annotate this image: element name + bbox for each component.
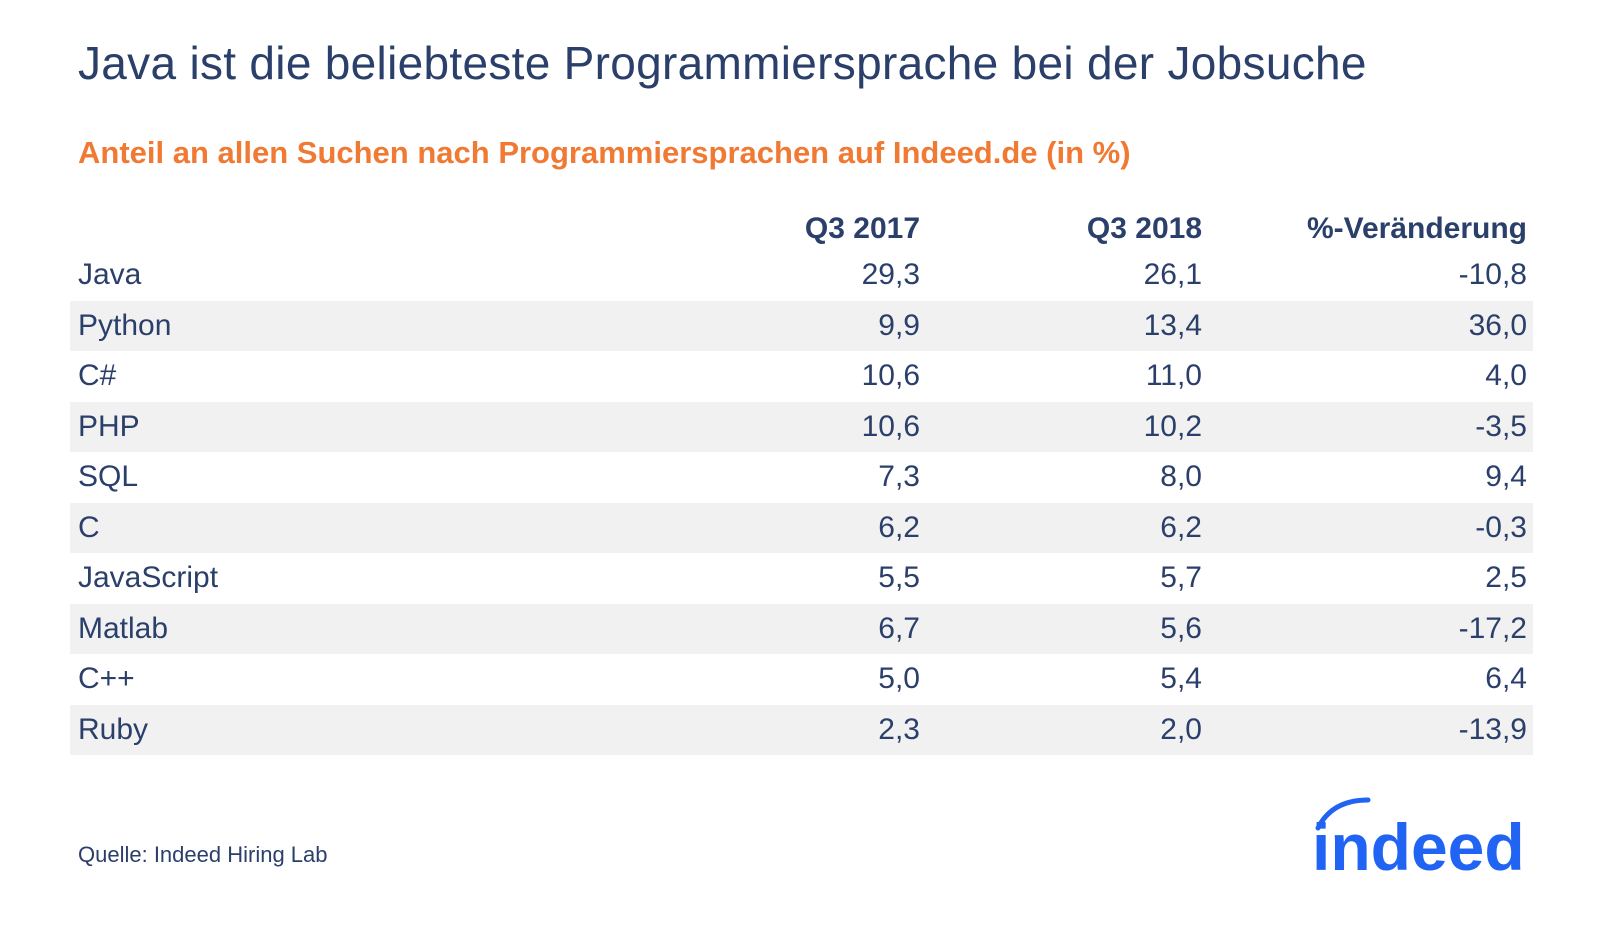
chart-subtitle: Anteil an allen Suchen nach Programmiers… [78, 135, 1131, 170]
row-q3-2017: 29,3 [861, 258, 920, 291]
row-q3-2018: 10,2 [1143, 409, 1202, 443]
row-q3-2017: 9,9 [878, 308, 920, 342]
row-q3-2017: 10,6 [861, 359, 920, 392]
row-q3-2017: 7,3 [878, 460, 920, 493]
row-language: C++ [78, 662, 135, 695]
header-change: %-Veränderung [1306, 212, 1527, 245]
row-change: 6,4 [1485, 662, 1527, 695]
row-q3-2017: 5,5 [878, 561, 920, 594]
row-language: Java [78, 258, 142, 291]
row-q3-2017: 5,0 [878, 662, 920, 695]
header-q3-2018: Q3 2018 [1086, 212, 1202, 245]
row-language: C [78, 510, 100, 544]
table-row: Java 29,3 26,1 -10,8 [70, 250, 1533, 301]
row-change: 36,0 [1468, 308, 1527, 342]
row-change: 9,4 [1485, 460, 1527, 493]
row-q3-2018: 8,0 [1160, 460, 1202, 493]
row-q3-2018: 6,2 [1160, 510, 1202, 544]
row-q3-2017: 10,6 [861, 409, 920, 443]
row-language: SQL [78, 460, 139, 493]
data-table: Q3 2017 Q3 2018 %-Veränderung Java 29,3 26… [70, 202, 1533, 755]
row-language: PHP [78, 409, 140, 443]
row-q3-2018: 11,0 [1145, 359, 1202, 392]
row-change: -10,8 [1458, 258, 1527, 291]
row-q3-2018: 26,1 [1143, 258, 1202, 291]
row-q3-2018: 2,0 [1160, 712, 1202, 746]
table-row: PHP 10,6 10,2 -3,5 [70, 401, 1533, 452]
row-q3-2017: 6,7 [878, 611, 920, 645]
row-q3-2018: 13,4 [1143, 308, 1202, 342]
row-change: -0,3 [1475, 510, 1527, 544]
row-q3-2018: 5,7 [1160, 561, 1202, 594]
table-row: SQL 7,3 8,0 9,4 [70, 452, 1533, 503]
logo-arc [1315, 797, 1371, 831]
indeed-logo: indeed [1312, 797, 1525, 876]
row-q3-2017: 2,3 [878, 712, 920, 746]
chart-title: Java ist die beliebteste Programmierspra… [78, 37, 1367, 89]
table-row: Python 9,9 13,4 36,0 [70, 300, 1533, 351]
source-note: Quelle: Indeed Hiring Lab [78, 842, 328, 867]
row-language: Python [78, 308, 172, 342]
row-language: Ruby [78, 712, 149, 746]
header-q3-2017: Q3 2017 [804, 212, 920, 245]
row-language: Matlab [78, 611, 169, 645]
table-row: Matlab 6,7 5,6 -17,2 [70, 603, 1533, 654]
row-change: 2,5 [1485, 561, 1527, 594]
table-row: Ruby 2,3 2,0 -13,9 [70, 704, 1533, 755]
row-q3-2018: 5,6 [1160, 611, 1202, 645]
row-change: -13,9 [1458, 712, 1527, 746]
table-row: C++ 5,0 5,4 6,4 [70, 654, 1533, 705]
table-row: C# 10,6 11,0 4,0 [70, 351, 1533, 402]
logo-text: indeed [1312, 810, 1525, 876]
row-q3-2018: 5,4 [1160, 662, 1202, 695]
row-q3-2017: 6,2 [878, 510, 920, 544]
row-language: C# [78, 359, 117, 392]
table-header: Q3 2017 Q3 2018 %-Veränderung [70, 202, 1533, 250]
row-change: -3,5 [1475, 409, 1527, 443]
table-row: C 6,2 6,2 -0,3 [70, 502, 1533, 553]
row-change: 4,0 [1485, 359, 1527, 392]
row-language: JavaScript [78, 561, 219, 594]
table-row: JavaScript 5,5 5,7 2,5 [70, 553, 1533, 604]
row-change: -17,2 [1458, 611, 1527, 645]
